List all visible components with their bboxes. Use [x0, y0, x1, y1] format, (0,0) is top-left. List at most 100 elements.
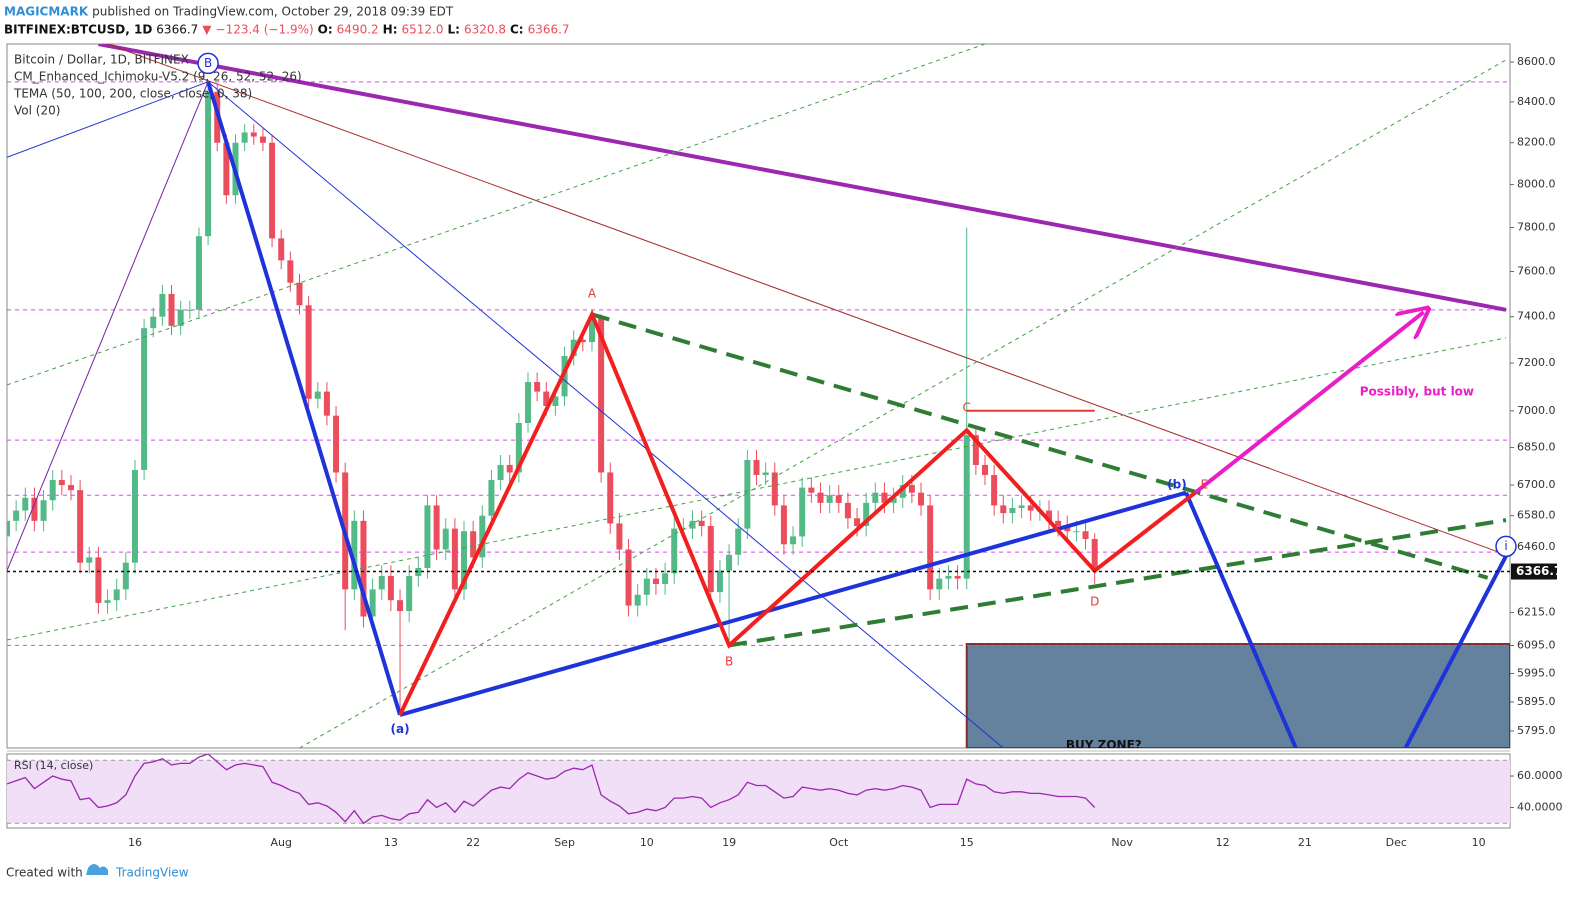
- candle-body: [351, 520, 358, 590]
- candle-body: [150, 316, 157, 329]
- candle-body: [314, 391, 321, 399]
- candle-body: [461, 531, 468, 590]
- y-tick-label: 7800.0: [1517, 220, 1556, 233]
- y-tick-label: 8000.0: [1517, 178, 1556, 191]
- candle-body: [524, 382, 531, 423]
- overlay: MAGICMARK published on TradingView.com, O…: [4, 5, 1563, 850]
- candle-body: [863, 502, 870, 527]
- candle-body: [1045, 510, 1052, 521]
- candle-body: [506, 464, 513, 473]
- candle-body: [735, 528, 742, 555]
- candle-body: [369, 589, 376, 617]
- header-text: ▼: [202, 23, 212, 37]
- y-tick-label: 7000.0: [1517, 404, 1556, 417]
- y-tick-label: 7600.0: [1517, 264, 1556, 277]
- header-text: 6512.0: [402, 23, 444, 37]
- note-text: Possibly, but low: [1360, 384, 1474, 398]
- trend-line: [207, 81, 1004, 748]
- candle-body: [1055, 520, 1062, 527]
- candle-body: [442, 528, 449, 550]
- y-tick-label: 7400.0: [1517, 310, 1556, 323]
- candle-body: [86, 557, 93, 563]
- y-tick-label: 6215.0: [1517, 605, 1556, 618]
- candle-body: [287, 260, 294, 283]
- candle-body: [397, 600, 404, 612]
- header-text: published on TradingView.com, October 29…: [92, 5, 454, 19]
- y-tick-label: 5995.0: [1517, 666, 1556, 679]
- candle-body: [122, 562, 129, 590]
- point-label: E: [1201, 478, 1209, 492]
- candle-body: [415, 567, 422, 576]
- buy-zone: [965, 643, 1510, 748]
- candle-body: [771, 472, 778, 506]
- candle-body: [936, 578, 943, 590]
- candle-body: [790, 536, 797, 545]
- trend-line: [398, 309, 1197, 716]
- rsi-band: [7, 760, 1510, 824]
- candle-body: [972, 435, 979, 465]
- trend-line: [7, 81, 209, 571]
- candle-body: [1027, 505, 1034, 511]
- candle-body: [159, 293, 166, 317]
- candle-body: [104, 600, 111, 603]
- y-tick-label: 6580.0: [1517, 509, 1556, 522]
- candle-body: [49, 480, 56, 501]
- candle-body: [323, 391, 330, 416]
- trend-line: [1184, 491, 1298, 748]
- header-text: MAGICMARK: [4, 5, 89, 19]
- candle-body: [899, 485, 906, 498]
- candle-body: [488, 480, 495, 516]
- y-tick-label: 8600.0: [1517, 55, 1556, 68]
- y-tick-label: 5795.0: [1517, 724, 1556, 737]
- candle-body: [616, 523, 623, 550]
- last-price-label: 6366.7: [1516, 564, 1562, 578]
- rsi-line: [7, 754, 1096, 825]
- trend-line: [7, 81, 209, 158]
- candle-body: [963, 435, 970, 579]
- x-tick-label: Sep: [554, 836, 575, 849]
- candle-body: [817, 492, 824, 503]
- candle-body: [168, 293, 175, 326]
- y-tick-label: 7200.0: [1517, 356, 1556, 369]
- candle-body: [141, 328, 148, 470]
- header-text: H:: [383, 23, 398, 37]
- candle-body: [716, 570, 723, 593]
- label-circle: [1495, 535, 1517, 558]
- candle-body: [625, 549, 632, 606]
- y-tick-label: 8200.0: [1517, 136, 1556, 149]
- candle-body: [1091, 538, 1098, 572]
- y-tick-label: 6095.0: [1517, 638, 1556, 651]
- footer-created: Created with: [6, 866, 83, 880]
- y-tick-label: 6460.0: [1517, 540, 1556, 553]
- candle-body: [945, 575, 952, 579]
- last-price-tag: [1511, 563, 1557, 580]
- candle-body: [241, 132, 248, 143]
- candle-body: [205, 91, 212, 237]
- point-label: A: [588, 286, 597, 300]
- candle-body: [671, 528, 678, 574]
- x-tick-label: Dec: [1386, 836, 1407, 849]
- candle-body: [259, 136, 266, 143]
- candle-body: [333, 415, 340, 473]
- x-tick-label: 12: [1216, 836, 1230, 849]
- main-pane: [6, 43, 1511, 749]
- candle-body: [643, 578, 650, 595]
- header-text: 6490.2: [337, 23, 379, 37]
- rsi-layer: [7, 754, 1510, 825]
- x-tick-label: 10: [640, 836, 654, 849]
- candle-body: [13, 510, 20, 521]
- candle-body: [543, 391, 550, 407]
- candle-body: [22, 497, 29, 511]
- legend-entry: Bitcoin / Dollar, 1D, BITFINEX: [14, 53, 189, 67]
- label-circle: [197, 52, 219, 75]
- candle-body: [269, 142, 276, 239]
- header-text: 6320.8: [464, 23, 506, 37]
- candle-body: [67, 485, 74, 491]
- candle-body: [424, 505, 431, 568]
- candle-body: [77, 490, 84, 563]
- candle-body: [854, 518, 861, 527]
- candle-body: [707, 526, 714, 593]
- candle-body: [881, 492, 888, 503]
- candle-body: [954, 575, 961, 579]
- candle-body: [451, 528, 458, 590]
